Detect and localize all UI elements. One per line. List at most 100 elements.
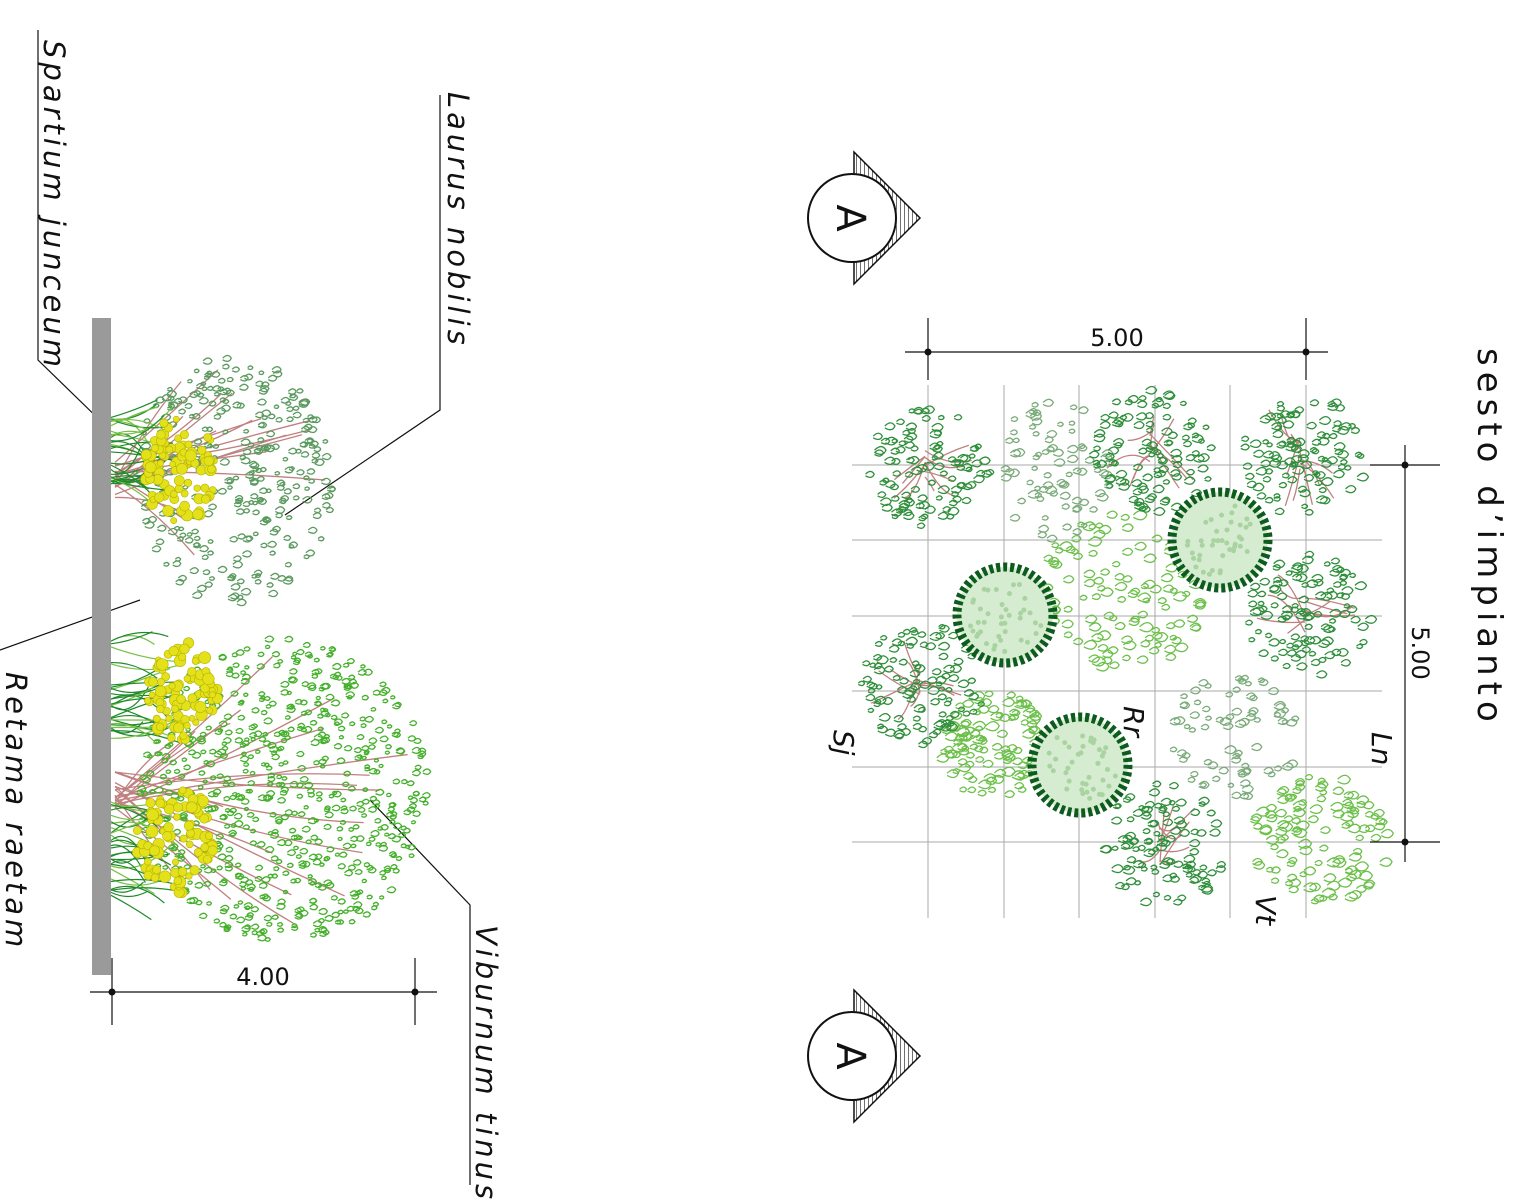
leaf-mark <box>280 786 290 793</box>
leaf-mark <box>307 878 318 886</box>
leaf-mark <box>367 866 377 874</box>
leaf-mark <box>178 812 189 819</box>
retama-dot <box>1236 534 1242 540</box>
leaf-mark <box>312 920 323 928</box>
leaf-mark <box>1359 638 1368 646</box>
leaf-mark <box>219 458 231 466</box>
leaf-mark <box>183 685 191 692</box>
leaf-mark <box>1343 603 1351 609</box>
leaf-mark <box>1270 866 1281 874</box>
leaf-mark <box>299 847 309 855</box>
leaf-mark <box>1206 809 1216 817</box>
leaf-mark <box>181 757 188 762</box>
leaf-mark <box>219 388 229 396</box>
leaf-mark <box>1126 816 1135 823</box>
leaf-mark <box>256 475 265 482</box>
leaf-mark <box>407 844 417 851</box>
leaf-mark <box>1170 875 1181 883</box>
leaf-mark <box>1044 485 1058 495</box>
leaf-mark <box>177 408 187 415</box>
leaf-mark <box>1169 634 1178 641</box>
leaf-mark <box>206 370 213 376</box>
leaf-mark <box>1059 541 1074 552</box>
leaf-mark <box>1114 803 1122 809</box>
leaf-mark <box>1026 714 1042 725</box>
leaf-mark <box>343 909 349 914</box>
leaf-mark <box>1160 839 1171 847</box>
leaf-mark <box>1145 427 1154 434</box>
leaf-mark <box>931 668 942 676</box>
leaf-mark <box>1137 610 1149 619</box>
leaf-mark <box>389 819 396 825</box>
leaf-mark <box>263 517 272 524</box>
leaf-mark <box>1253 717 1262 723</box>
leaf-mark <box>167 401 174 406</box>
leaf-mark <box>144 521 155 529</box>
leaf-mark <box>979 456 991 465</box>
leaf-mark <box>264 845 275 854</box>
flower-mark <box>156 658 169 671</box>
leaf-mark <box>1072 528 1083 536</box>
leaf-mark <box>868 682 879 690</box>
leaf-mark <box>938 711 947 718</box>
leaf-mark <box>1168 799 1176 806</box>
leaf-mark <box>1100 587 1114 597</box>
leaf-mark <box>291 925 299 931</box>
leaf-mark <box>194 881 204 889</box>
grass-blade <box>110 860 146 883</box>
retama-dot <box>1184 542 1190 548</box>
leaf-mark <box>1190 874 1203 884</box>
leaf-mark <box>1095 522 1104 529</box>
leaf-mark <box>987 786 997 793</box>
leaf-mark <box>366 894 373 900</box>
leaf-mark <box>1125 877 1137 886</box>
leaf-mark <box>378 895 385 900</box>
leaf-mark <box>284 809 294 816</box>
flower-mark <box>156 677 165 686</box>
leaf-mark <box>264 635 275 643</box>
leaf-mark <box>1291 573 1303 582</box>
leaf-mark <box>949 664 963 674</box>
leaf-mark <box>951 751 961 759</box>
leaf-mark <box>1282 614 1291 621</box>
leaf-mark <box>1089 506 1099 513</box>
leaf-mark <box>235 793 242 798</box>
leaf-mark <box>243 646 251 652</box>
leaf-mark <box>1299 608 1312 617</box>
leaf-mark <box>1121 523 1134 532</box>
leaf-mark <box>949 710 960 719</box>
leaf-mark <box>1131 479 1143 488</box>
leaf-mark <box>1286 860 1296 868</box>
leaf-mark <box>1244 472 1255 480</box>
leaf-mark <box>254 579 262 585</box>
leaf-mark <box>961 745 970 752</box>
leaf-mark <box>250 493 259 500</box>
leaf-mark <box>362 787 369 793</box>
leaf-mark <box>140 442 152 450</box>
retama-dot <box>1217 570 1223 576</box>
leaf-mark <box>353 901 363 909</box>
leaf-mark <box>146 753 153 759</box>
leaf-mark <box>331 662 342 671</box>
retama-dot <box>1206 571 1212 577</box>
leaf-mark <box>357 668 367 676</box>
leaf-mark <box>1245 713 1257 721</box>
leaf-mark <box>1009 513 1021 522</box>
leaf-mark <box>906 432 918 441</box>
leaf-mark <box>1147 819 1158 828</box>
leaf-mark <box>244 471 255 479</box>
leaf-mark <box>891 457 901 465</box>
leaf-mark <box>227 575 235 581</box>
leaf-mark <box>1193 454 1205 463</box>
leaf-mark <box>303 423 313 431</box>
flower-mark <box>161 672 171 681</box>
leaf-mark <box>383 832 390 837</box>
retama-dot <box>1066 778 1072 784</box>
leaf-mark <box>372 901 380 907</box>
leaf-mark <box>1093 529 1106 539</box>
leaf-mark <box>292 845 300 851</box>
section-marker-top: A <box>807 150 922 286</box>
branch-line <box>924 450 972 463</box>
retama-dot <box>1088 735 1094 741</box>
leaf-mark <box>877 725 889 734</box>
